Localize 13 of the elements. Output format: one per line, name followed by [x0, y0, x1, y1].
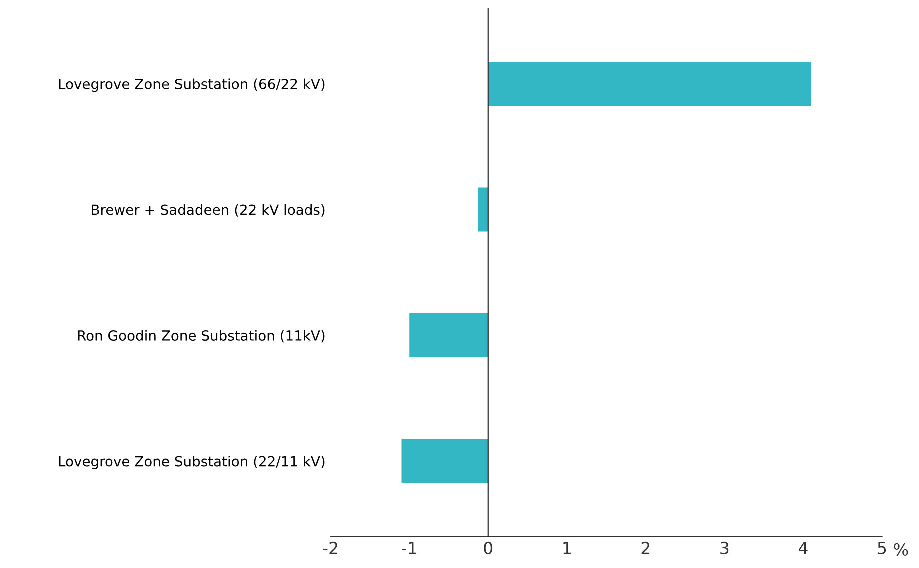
x-tick-label: -1: [402, 542, 416, 554]
x-tick-label: 2: [642, 542, 650, 554]
x-tick-label: 4: [798, 542, 808, 554]
x-axis-title: %: [894, 543, 908, 556]
y-tick-label: Lovegrove Zone Substation (22/11 kV): [59, 456, 325, 470]
x-tick-label: 0: [484, 542, 493, 555]
x-tick-label: 5: [878, 542, 886, 555]
y-tick-label: Brewer + Sadadeen (22 kV loads): [92, 204, 325, 217]
x-tick-label: -2: [323, 542, 338, 554]
y-tick-label: Ron Goodin Zone Substation (11kV): [78, 330, 325, 343]
x-tick-label: 3: [720, 542, 729, 555]
y-tick-label: Lovegrove Zone Substation (66/22 kV): [59, 78, 325, 92]
x-tick-label: 1: [564, 542, 571, 554]
